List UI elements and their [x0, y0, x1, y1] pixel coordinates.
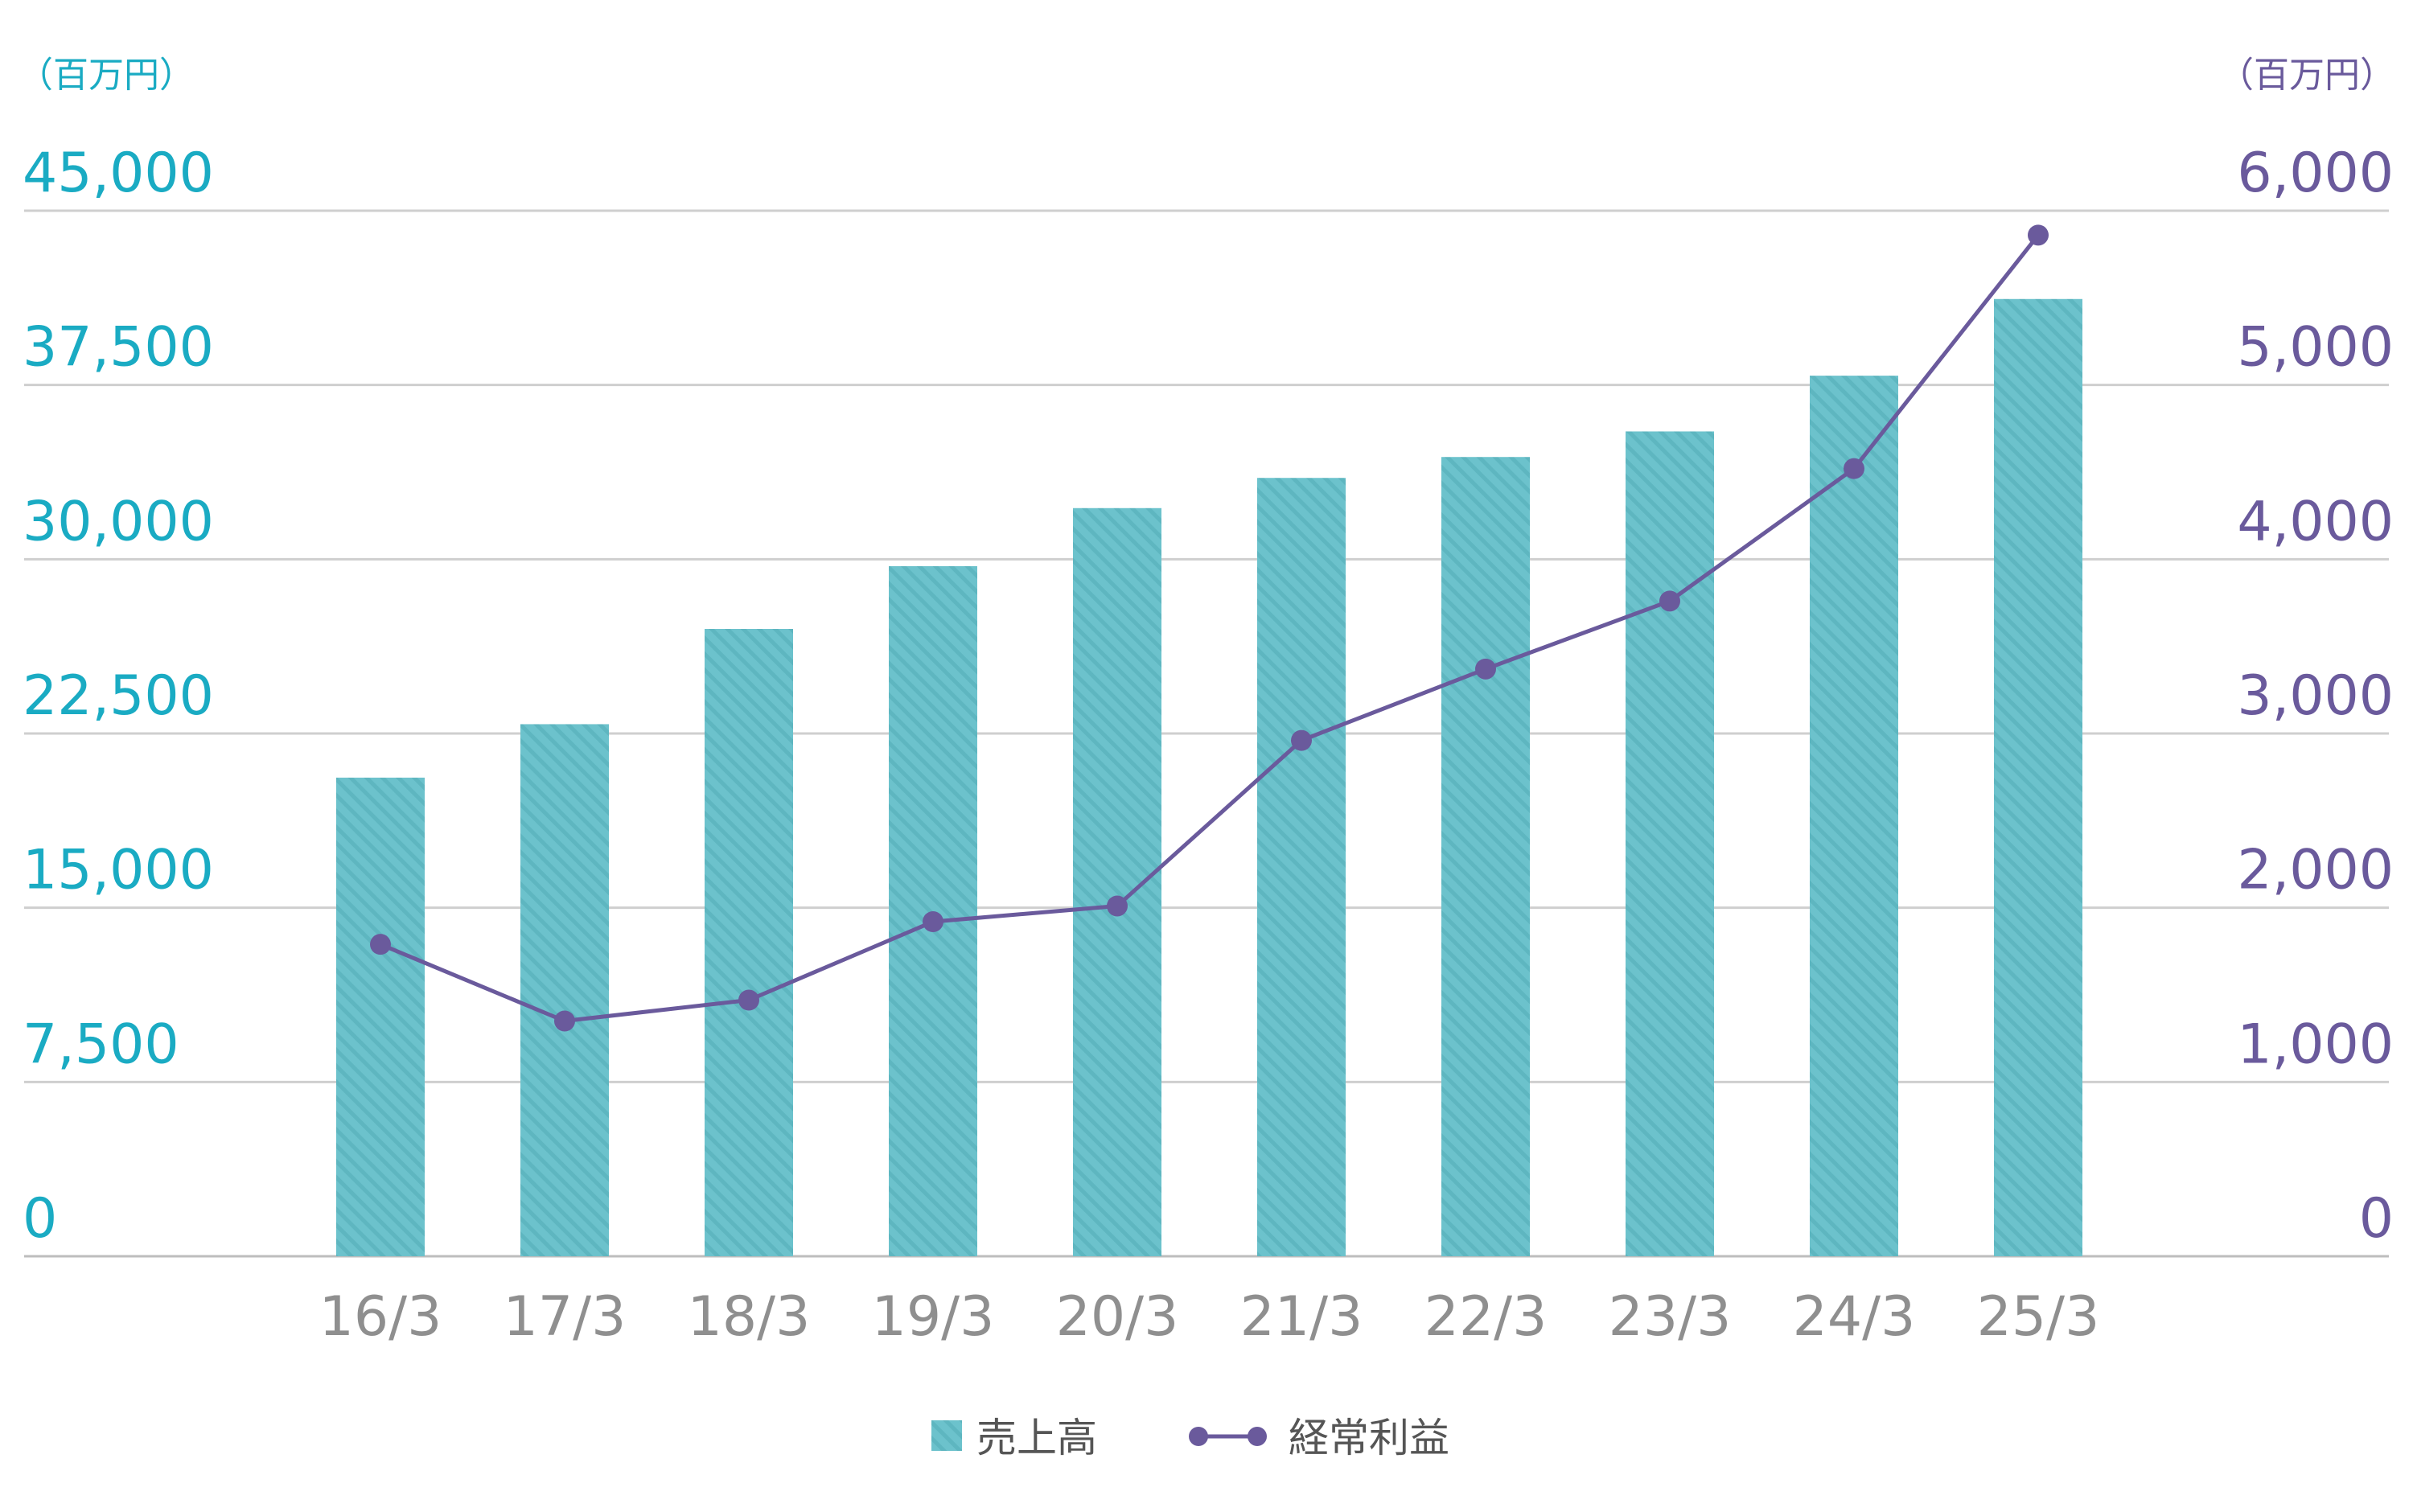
line-point — [923, 911, 943, 932]
right-tick-label: 5,000 — [2237, 316, 2394, 380]
left-tick-label: 45,000 — [23, 142, 214, 205]
line-point — [2028, 224, 2049, 246]
x-tick-label: 21/3 — [1240, 1285, 1363, 1349]
x-tick-label: 16/3 — [319, 1285, 442, 1349]
right-tick-label: 4,000 — [2237, 490, 2394, 553]
line-point — [1844, 458, 1864, 479]
line-series — [370, 224, 2049, 1032]
x-tick-label: 20/3 — [1056, 1285, 1179, 1349]
left-tick-label: 0 — [23, 1187, 57, 1251]
x-tick-label: 25/3 — [1977, 1285, 2100, 1349]
line-point — [1475, 658, 1496, 680]
legend-line-marker-left — [1189, 1427, 1208, 1446]
right-axis-unit: （百万円） — [2218, 55, 2395, 96]
bar — [1441, 457, 1530, 1256]
x-axis: 16/3 17/3 18/3 19/3 20/3 21/3 22/3 23/3 24/3 25/3 — [319, 1285, 2100, 1349]
right-tick-label: 3,000 — [2237, 664, 2394, 728]
x-tick-label: 18/3 — [688, 1285, 811, 1349]
left-tick-label: 7,500 — [23, 1013, 179, 1076]
right-tick-label: 1,000 — [2237, 1013, 2394, 1076]
legend-line-marker-right — [1248, 1427, 1267, 1446]
x-tick-label: 22/3 — [1424, 1285, 1548, 1349]
x-tick-label: 24/3 — [1793, 1285, 1916, 1349]
line-point — [1291, 729, 1312, 751]
line-path — [380, 233, 2040, 1023]
right-axis: 0 1,000 2,000 3,000 4,000 5,000 6,000 — [2237, 142, 2394, 1251]
bar — [1257, 478, 1346, 1256]
line-point — [1659, 590, 1680, 612]
legend-line-label: 経常利益 — [1289, 1415, 1449, 1461]
left-axis-unit: （百万円） — [18, 55, 195, 96]
left-axis: 0 7,500 15,000 22,500 30,000 37,500 45,000 — [23, 142, 214, 1251]
bar — [1810, 376, 1898, 1257]
bar — [1073, 507, 1161, 1256]
left-tick-label: 22,500 — [23, 664, 214, 728]
legend: 売上高 経常利益 — [931, 1415, 1449, 1461]
x-tick-label: 23/3 — [1609, 1285, 1732, 1349]
bar-series — [336, 298, 2082, 1257]
bar — [1626, 431, 1714, 1256]
right-tick-label: 0 — [2359, 1187, 2394, 1251]
bar — [705, 629, 793, 1256]
line-point — [370, 934, 391, 955]
bar — [520, 724, 609, 1256]
x-tick-label: 19/3 — [872, 1285, 995, 1349]
line-point — [1107, 895, 1128, 917]
bar — [336, 777, 425, 1256]
left-tick-label: 15,000 — [23, 839, 214, 902]
x-tick-label: 17/3 — [504, 1285, 627, 1349]
legend-bar-label: 売上高 — [976, 1415, 1097, 1461]
right-tick-label: 6,000 — [2237, 142, 2394, 205]
line-point — [738, 989, 759, 1011]
left-tick-label: 30,000 — [23, 490, 214, 553]
bar — [1994, 298, 2082, 1256]
right-tick-label: 2,000 — [2237, 839, 2394, 902]
line-point — [554, 1010, 575, 1032]
legend-bar-swatch — [931, 1420, 962, 1451]
left-tick-label: 37,500 — [23, 316, 214, 380]
